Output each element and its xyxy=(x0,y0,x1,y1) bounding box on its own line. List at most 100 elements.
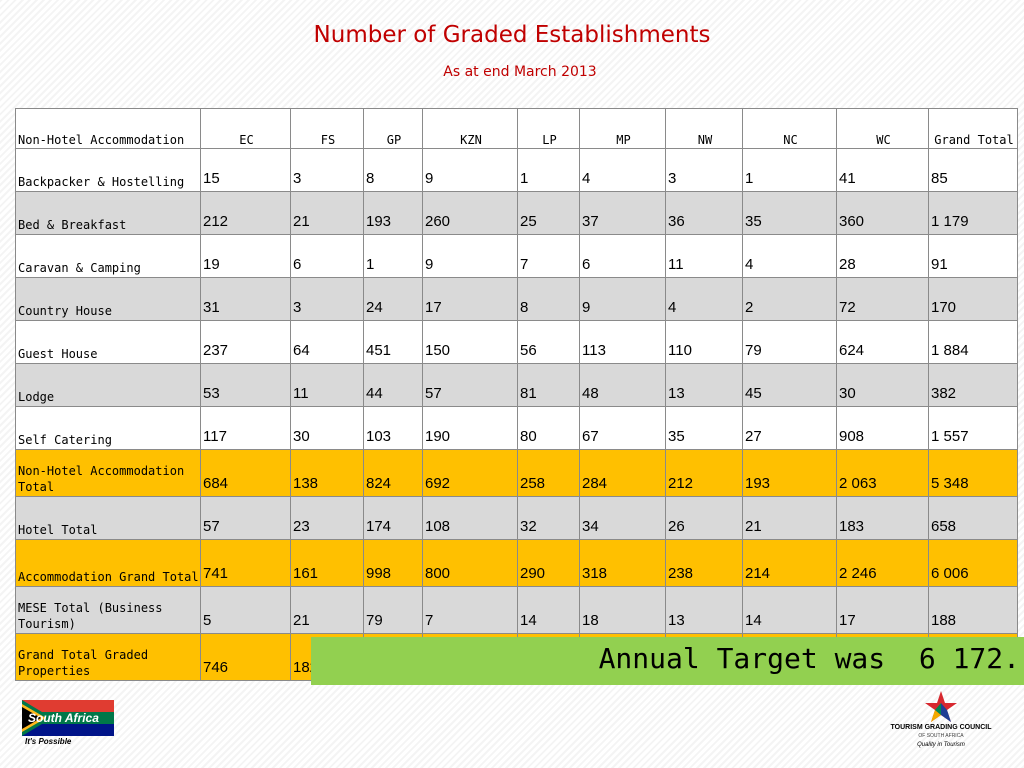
table-cell: 360 xyxy=(836,191,929,235)
column-header: GP xyxy=(363,108,423,149)
column-header: WC xyxy=(836,108,929,149)
table-cell: 2 063 xyxy=(836,449,929,497)
table-cell: 1 xyxy=(742,148,837,192)
table-cell: 21 xyxy=(290,586,364,634)
south-africa-tagline: It's Possible xyxy=(25,737,72,746)
table-cell: 81 xyxy=(517,363,580,407)
tgcsa-logo-name: TOURISM GRADING COUNCIL xyxy=(890,724,992,731)
table-row: Caravan & Camping 19 6 1 9 7 6 11 4 28 91 xyxy=(15,234,1018,278)
table-cell: 21 xyxy=(742,496,837,540)
table-cell: 21 xyxy=(290,191,364,235)
table-cell: 193 xyxy=(363,191,423,235)
table-row: MESE Total (Business Tourism) 5 21 79 7 14 18 1… xyxy=(15,586,1018,634)
table-cell: 8 xyxy=(517,277,580,321)
table-cell: 998 xyxy=(363,539,423,587)
table-cell: 260 xyxy=(422,191,518,235)
table-cell: 28 xyxy=(836,234,929,278)
table-cell: 35 xyxy=(665,406,743,450)
table-cell: 7 xyxy=(422,586,518,634)
table-cell: 451 xyxy=(363,320,423,364)
south-africa-logo-text: South Africa xyxy=(28,711,99,725)
table-cell: 3 xyxy=(290,148,364,192)
table-cell: 1 xyxy=(517,148,580,192)
table-cell: 692 xyxy=(422,449,518,497)
table-cell: 117 xyxy=(200,406,291,450)
table-cell: 161 xyxy=(290,539,364,587)
table-cell: 824 xyxy=(363,449,423,497)
table-cell: 1 884 xyxy=(928,320,1018,364)
row-label: Bed & Breakfast xyxy=(15,191,201,235)
table-cell: 237 xyxy=(200,320,291,364)
row-label: MESE Total (Business Tourism) xyxy=(15,586,201,634)
table-cell: 30 xyxy=(290,406,364,450)
table-row: Country House 31 3 24 17 8 9 4 2 72 170 xyxy=(15,277,1018,321)
establishments-table: Non-Hotel Accommodation EC FS GP KZN LP … xyxy=(15,108,1018,681)
table-cell: 14 xyxy=(517,586,580,634)
annual-target-banner: Annual Target was 6 172. xyxy=(311,637,1024,685)
table-cell: 34 xyxy=(579,496,666,540)
table-row: Lodge 53 11 44 57 81 48 13 45 30 382 xyxy=(15,363,1018,407)
table-cell: 108 xyxy=(422,496,518,540)
column-header: EC xyxy=(200,108,291,149)
column-header: Grand Total xyxy=(928,108,1018,149)
table-cell: 56 xyxy=(517,320,580,364)
table-row: Guest House 237 64 451 150 56 113 110 79 624 1 884 xyxy=(15,320,1018,364)
table-cell: 800 xyxy=(422,539,518,587)
row-label: Hotel Total xyxy=(15,496,201,540)
table-cell: 17 xyxy=(836,586,929,634)
table-cell: 9 xyxy=(422,234,518,278)
row-label: Lodge xyxy=(15,363,201,407)
column-header: Non-Hotel Accommodation xyxy=(15,108,201,149)
table-cell: 4 xyxy=(742,234,837,278)
table-cell: 37 xyxy=(579,191,666,235)
table-cell: 30 xyxy=(836,363,929,407)
table-cell: 64 xyxy=(290,320,364,364)
table-cell: 170 xyxy=(928,277,1018,321)
table-cell: 1 179 xyxy=(928,191,1018,235)
table-cell: 35 xyxy=(742,191,837,235)
table-cell: 53 xyxy=(200,363,291,407)
table-cell: 1 xyxy=(363,234,423,278)
column-header: NC xyxy=(742,108,837,149)
column-header: KZN xyxy=(422,108,518,149)
table-cell: 212 xyxy=(665,449,743,497)
table-cell: 72 xyxy=(836,277,929,321)
row-label: Guest House xyxy=(15,320,201,364)
table-cell: 183 xyxy=(836,496,929,540)
table-cell: 31 xyxy=(200,277,291,321)
page-subtitle: As at end March 2013 xyxy=(443,64,597,80)
table-cell: 9 xyxy=(579,277,666,321)
table-cell: 113 xyxy=(579,320,666,364)
table-cell: 908 xyxy=(836,406,929,450)
table-cell: 13 xyxy=(665,363,743,407)
table-cell: 103 xyxy=(363,406,423,450)
table-cell: 658 xyxy=(928,496,1018,540)
tgcsa-star-icon xyxy=(925,691,957,722)
row-label: Country House xyxy=(15,277,201,321)
table-cell: 7 xyxy=(517,234,580,278)
table-cell: 32 xyxy=(517,496,580,540)
table-row: Hotel Total 57 23 174 108 32 34 26 21 183 658 xyxy=(15,496,1018,540)
table-cell: 18 xyxy=(579,586,666,634)
table-cell: 45 xyxy=(742,363,837,407)
table-cell: 150 xyxy=(422,320,518,364)
table-cell: 290 xyxy=(517,539,580,587)
table-cell: 14 xyxy=(742,586,837,634)
table-cell: 3 xyxy=(290,277,364,321)
table-cell: 6 xyxy=(579,234,666,278)
table-cell: 624 xyxy=(836,320,929,364)
table-cell: 44 xyxy=(363,363,423,407)
table-cell: 13 xyxy=(665,586,743,634)
table-cell: 57 xyxy=(200,496,291,540)
table-cell: 214 xyxy=(742,539,837,587)
table-cell: 79 xyxy=(742,320,837,364)
table-cell: 212 xyxy=(200,191,291,235)
table-cell: 174 xyxy=(363,496,423,540)
table-cell: 110 xyxy=(665,320,743,364)
row-label: Accommodation Grand Total xyxy=(15,539,201,587)
table-cell: 318 xyxy=(579,539,666,587)
table-cell: 188 xyxy=(928,586,1018,634)
table-row: Accommodation Grand Total 741 161 998 800 290… xyxy=(15,539,1018,587)
table-cell: 91 xyxy=(928,234,1018,278)
table-cell: 284 xyxy=(579,449,666,497)
